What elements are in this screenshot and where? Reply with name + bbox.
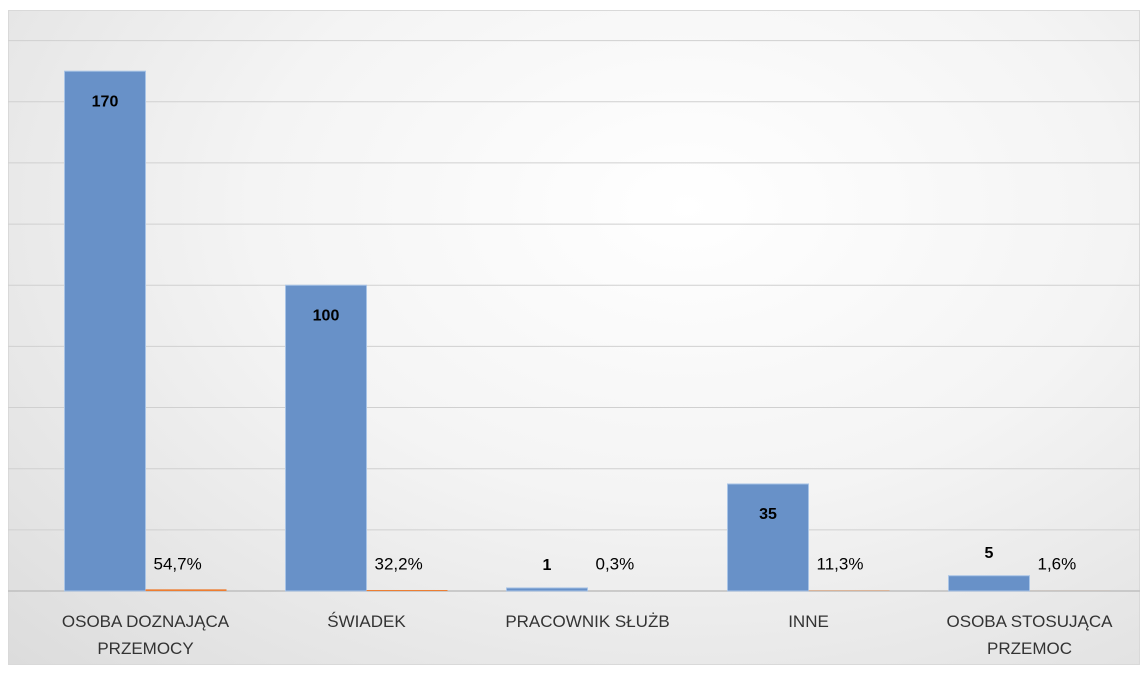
x-tick-label: PRACOWNIK SŁUŻB [505,612,670,631]
data-label: 54,7% [154,554,202,573]
data-label: 32,2% [375,554,423,573]
data-label: 100 [313,307,340,324]
bar [366,590,448,591]
bar [506,587,588,592]
bar [64,70,146,592]
bar [145,589,227,591]
data-label: 11,3% [817,554,864,573]
chart-area [8,10,1140,665]
x-tick-label: ŚWIADEK [327,612,406,631]
x-tick-label: OSOBA STOSUJĄCA PRZEMOC [946,612,1113,658]
bar [727,483,809,592]
data-label: 1 [543,557,552,574]
x-tick-label: INNE [788,612,829,631]
data-label: 35 [759,506,777,523]
data-label: 0,3% [596,554,635,573]
data-label: 170 [92,93,119,110]
x-tick-label: OSOBA DOZNAJĄCA PRZEMOCY [61,612,230,658]
bar [285,284,367,592]
data-label: 5 [985,545,994,562]
bar [948,575,1030,592]
data-label: 1,6% [1038,554,1077,573]
